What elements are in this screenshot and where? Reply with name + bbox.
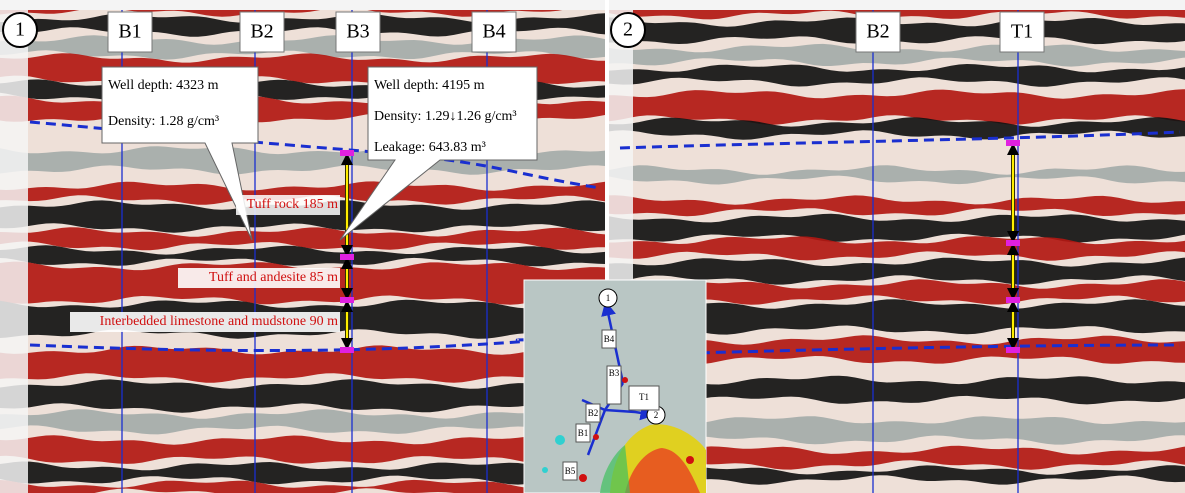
callout-box (101, 66, 259, 241)
map-anomaly (600, 445, 630, 493)
callout-text: Well depth: 4323 m (108, 78, 219, 93)
well-label: T1 (1011, 21, 1033, 43)
map-well: B3 (609, 368, 620, 378)
panel-number: 1 (15, 19, 25, 41)
callout-text: Density: 1.29↓1.26 g/cm³ (374, 109, 517, 124)
interval-arrows-fill (341, 143, 1019, 350)
map-point: 2 (654, 410, 659, 420)
seismic-band (0, 461, 605, 485)
seismic-band (609, 375, 1185, 405)
callout-text: Well depth: 4195 m (374, 78, 485, 93)
map-well: B4 (604, 334, 615, 344)
panel-number: 2 (623, 19, 633, 41)
seismic-band (0, 181, 605, 205)
map-well: B2 (588, 408, 599, 418)
seismic-band (609, 89, 1185, 125)
map-well: B5 (565, 466, 576, 476)
seismic-bands (609, 0, 1185, 485)
seismic-band (609, 416, 1185, 445)
seismic-band (609, 257, 1185, 285)
well-label: B2 (250, 21, 273, 43)
annotation-bg (236, 195, 340, 215)
callout-text: Density: 1.28 g/cm³ (108, 114, 219, 129)
map-spot (555, 435, 565, 445)
well-label: B4 (482, 21, 505, 43)
seismic-band (609, 279, 1185, 305)
seismic-band (609, 445, 1185, 470)
seismic-band (0, 479, 605, 493)
well-label: B1 (118, 21, 141, 43)
callout-text: Leakage: 643.83 m³ (374, 140, 486, 155)
seismic-band (0, 245, 605, 267)
annotation: Tuff and andesite 85 m (209, 270, 338, 285)
seismic-band (609, 299, 1185, 335)
seismic-band (609, 213, 1185, 243)
map-anomaly (625, 448, 700, 493)
seismic-band (0, 227, 605, 251)
well-label-boxes (107, 11, 1045, 53)
seismic-band (0, 435, 605, 465)
well-label: B2 (866, 21, 889, 43)
callout-box (339, 66, 538, 241)
divider (605, 0, 609, 493)
axis-strip (0, 0, 28, 493)
well-label: B3 (346, 21, 369, 43)
seismic-band (609, 236, 1185, 261)
header-strip (0, 0, 1185, 10)
seismic-band (609, 335, 1185, 365)
annotation-bg (70, 312, 340, 332)
seismic-band (609, 195, 1185, 217)
seismic-band (0, 200, 605, 233)
annotation: Tuff rock 185 m (247, 197, 339, 212)
inset-map: 1 2 B4 B3 T1 B2 B1 B5 (523, 279, 707, 493)
seismic-band (0, 409, 605, 435)
seismic-band (0, 345, 605, 383)
panel-badge (2, 12, 38, 48)
panel-badge (610, 12, 646, 48)
seismic-band (609, 64, 1185, 87)
seismic-band (609, 165, 1185, 185)
annotation: Interbedded limestone and mudstone 90 m (100, 314, 338, 329)
seismic-band (609, 117, 1185, 140)
interval-markers (340, 140, 1020, 353)
seismic-band (609, 465, 1185, 485)
map-point: 1 (606, 293, 611, 303)
annotation-bg (178, 268, 340, 288)
map-spot (542, 467, 548, 473)
map-well: T1 (639, 392, 649, 402)
map-well: B1 (578, 428, 589, 438)
seismic-band (0, 379, 605, 413)
